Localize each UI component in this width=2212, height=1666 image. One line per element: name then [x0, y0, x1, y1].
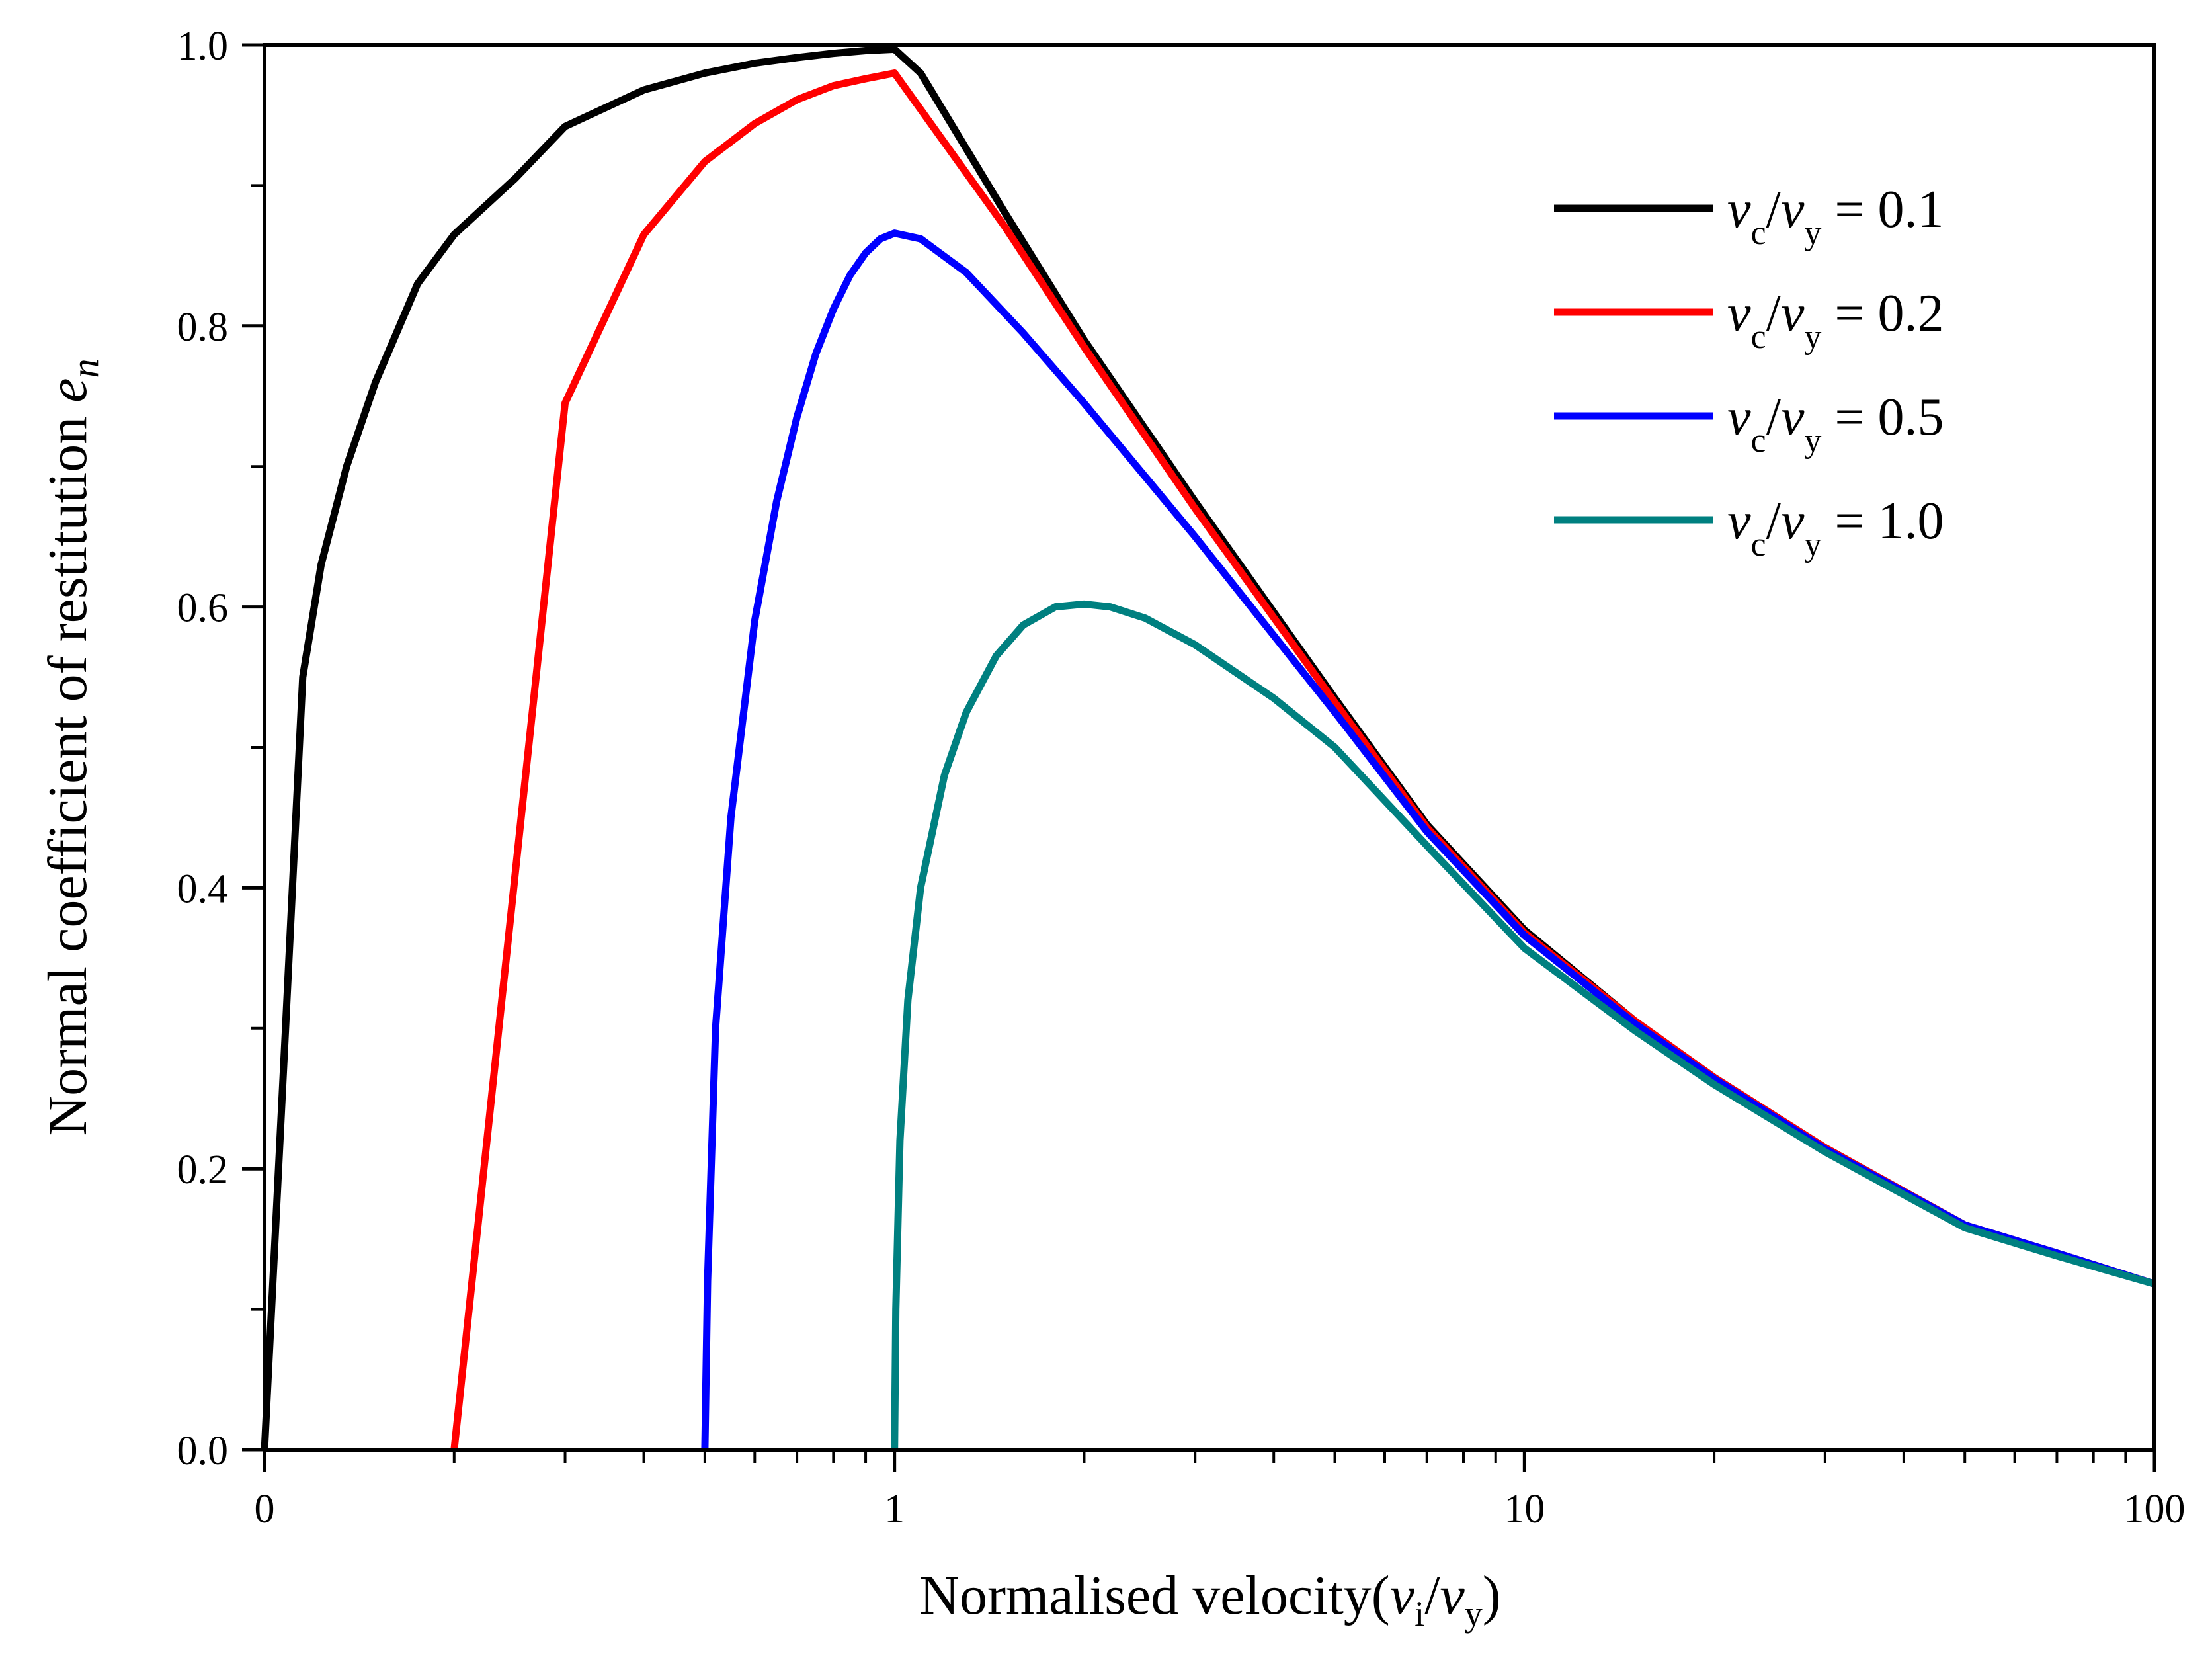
legend-v: v: [1781, 388, 1805, 446]
legend-value: = 0.2: [1821, 284, 1944, 343]
y-axis-title-symbol: e: [37, 378, 99, 402]
y-tick-label-1: 0.2: [177, 1147, 229, 1192]
legend-slash: /: [1766, 388, 1782, 446]
x-axis-title: Normalised velocity(vi/vy): [919, 1565, 1500, 1634]
y-axis-title: Normal coefficient of restitution en: [37, 358, 106, 1136]
x-axis-title-suffix: ): [1483, 1565, 1501, 1626]
x-axis-title-v2: v: [1440, 1565, 1465, 1626]
x-axis-title-v1: v: [1390, 1565, 1415, 1626]
legend-sub-c: c: [1751, 214, 1766, 252]
series-line-0: [261, 45, 2156, 1450]
legend-sub-c: c: [1751, 422, 1766, 460]
y-tick-label-0: 0.0: [177, 1429, 229, 1474]
legend-v: v: [1781, 284, 1805, 343]
legend-value: = 0.5: [1821, 388, 1944, 446]
x-axis-title-sub-i: i: [1414, 1594, 1424, 1634]
legend-slash: /: [1766, 284, 1782, 343]
x-tick-label-0: 0: [255, 1487, 275, 1532]
legend-v: v: [1781, 181, 1805, 239]
legend-v: v: [1727, 181, 1751, 239]
x-tick-label-1: 1: [884, 1487, 905, 1532]
legend-sub-y: y: [1804, 422, 1821, 460]
plot-frame: [263, 43, 2156, 1452]
x-axis-title-slash: /: [1424, 1565, 1440, 1626]
x-tick-label-3: 100: [2124, 1487, 2186, 1532]
legend-value: = 1.0: [1821, 492, 1944, 550]
legend-v: v: [1727, 492, 1751, 550]
x-axis-title-prefix: Normalised velocity(: [919, 1565, 1389, 1626]
legend-v: v: [1727, 284, 1751, 343]
y-tick-label-4: 0.8: [177, 305, 229, 350]
legend-slash: /: [1766, 181, 1782, 239]
series-line-2: [701, 229, 2156, 1450]
legend-value: = 0.1: [1821, 181, 1944, 239]
legend-sub-y: y: [1804, 214, 1821, 252]
legend-v: v: [1727, 388, 1751, 446]
legend-sub-c: c: [1751, 526, 1766, 563]
legend-label-1: vc/vy = 0.2: [1727, 284, 1944, 356]
legend-sub-y: y: [1804, 526, 1821, 563]
y-tick-label-5: 1.0: [177, 24, 229, 69]
legend-v: v: [1781, 492, 1805, 550]
series-layer: [261, 45, 2156, 1450]
legend-label-3: vc/vy = 1.0: [1727, 492, 1944, 563]
y-axis-title-prefix: Normal coefficient of restitution: [37, 403, 99, 1136]
y-tick-label-2: 0.4: [177, 866, 229, 911]
legend-label-0: vc/vy = 0.1: [1727, 181, 1944, 252]
legend-slash: /: [1766, 492, 1782, 550]
legend-label-2: vc/vy = 0.5: [1727, 388, 1944, 460]
x-tick-label-2: 10: [1504, 1487, 1545, 1532]
legend-sub-c: c: [1751, 318, 1766, 356]
legend-sub-y: y: [1804, 318, 1821, 356]
y-axis-title-subscript: n: [63, 358, 106, 378]
x-axis-title-sub-y: y: [1465, 1594, 1483, 1634]
y-tick-label-3: 0.6: [177, 586, 229, 631]
ticks-layer: 0 1 10 100 0.0 0.2 0.4 0.6 0.8 1.0: [177, 24, 2186, 1532]
series-line-3: [891, 600, 2156, 1450]
legend: vc/vy = 0.1vc/vy = 0.2vc/vy = 0.5vc/vy =…: [1554, 181, 1944, 563]
